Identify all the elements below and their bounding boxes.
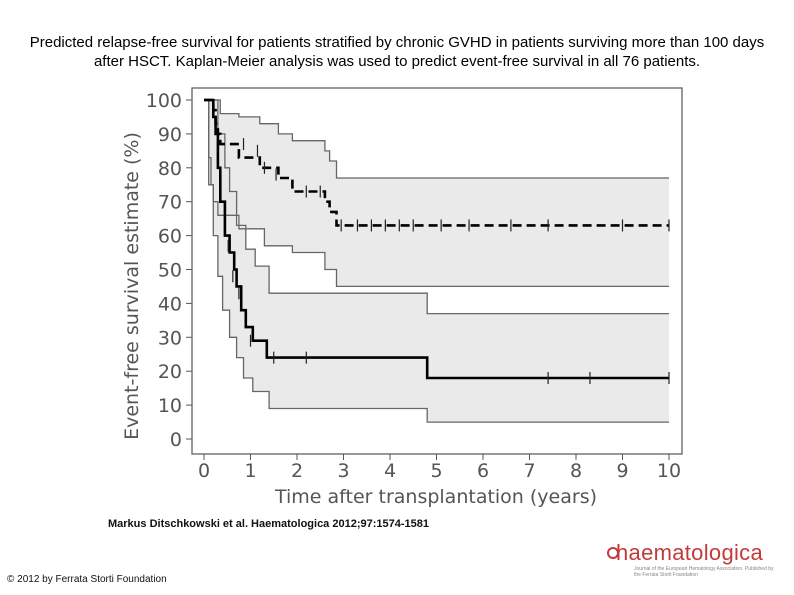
y-tick-label: 70 [158,192,182,214]
y-tick-label: 80 [158,158,182,180]
x-tick-label: 7 [523,460,535,482]
logo-subtitle: Journal of the European Hematology Assoc… [634,566,774,578]
slide-title: Predicted relapse-free survival for pati… [29,34,765,70]
logo-wordmark: haematologica [616,540,763,565]
copyright: © 2012 by Ferrata Storti Foundation [7,574,167,585]
confidence-bands [204,100,669,423]
x-tick-label: 8 [570,460,582,482]
y-tick-label: 90 [158,124,182,146]
ci-lower-2 [204,99,669,423]
censor-marks [227,138,670,384]
x-tick-label: 1 [244,460,256,482]
y-tick-label: 20 [158,361,182,383]
y-tick-label: 40 [158,293,182,315]
citation: Markus Ditschkowski et al. Haematologica… [108,518,429,530]
survival-curve-1 [204,98,669,227]
haematologica-logo: haematologica Journal of the European He… [606,540,786,580]
ci-upper-1 [204,99,669,179]
y-axis-ticks: 0 10 20 30 40 50 60 70 80 90 100 [146,90,192,451]
x-tick-label: 10 [657,460,681,482]
x-tick-label: 5 [430,460,442,482]
x-tick-label: 6 [477,460,489,482]
survival-curves [204,98,669,380]
ci-lower-1 [204,99,669,288]
y-tick-label: 10 [158,395,182,417]
x-tick-label: 4 [384,460,396,482]
ci-band-1 [204,100,669,287]
x-tick-label: 0 [198,460,210,482]
x-tick-label: 2 [291,460,303,482]
y-tick-label: 100 [146,90,182,112]
y-tick-label: 0 [170,429,182,451]
x-axis-label: Time after transplantation (years) [274,486,597,508]
survival-curve-2 [204,98,669,380]
y-tick-label: 30 [158,327,182,349]
x-tick-label: 3 [337,460,349,482]
logo-mark-icon [607,547,619,559]
y-axis-label: Event-free survival estimate (%) [121,132,143,440]
y-tick-label: 60 [158,226,182,248]
x-tick-label: 9 [616,460,628,482]
ci-band-2 [204,100,669,423]
x-axis-ticks: 0 1 2 3 4 5 6 7 8 9 10 [198,454,681,482]
y-tick-label: 50 [158,260,182,282]
